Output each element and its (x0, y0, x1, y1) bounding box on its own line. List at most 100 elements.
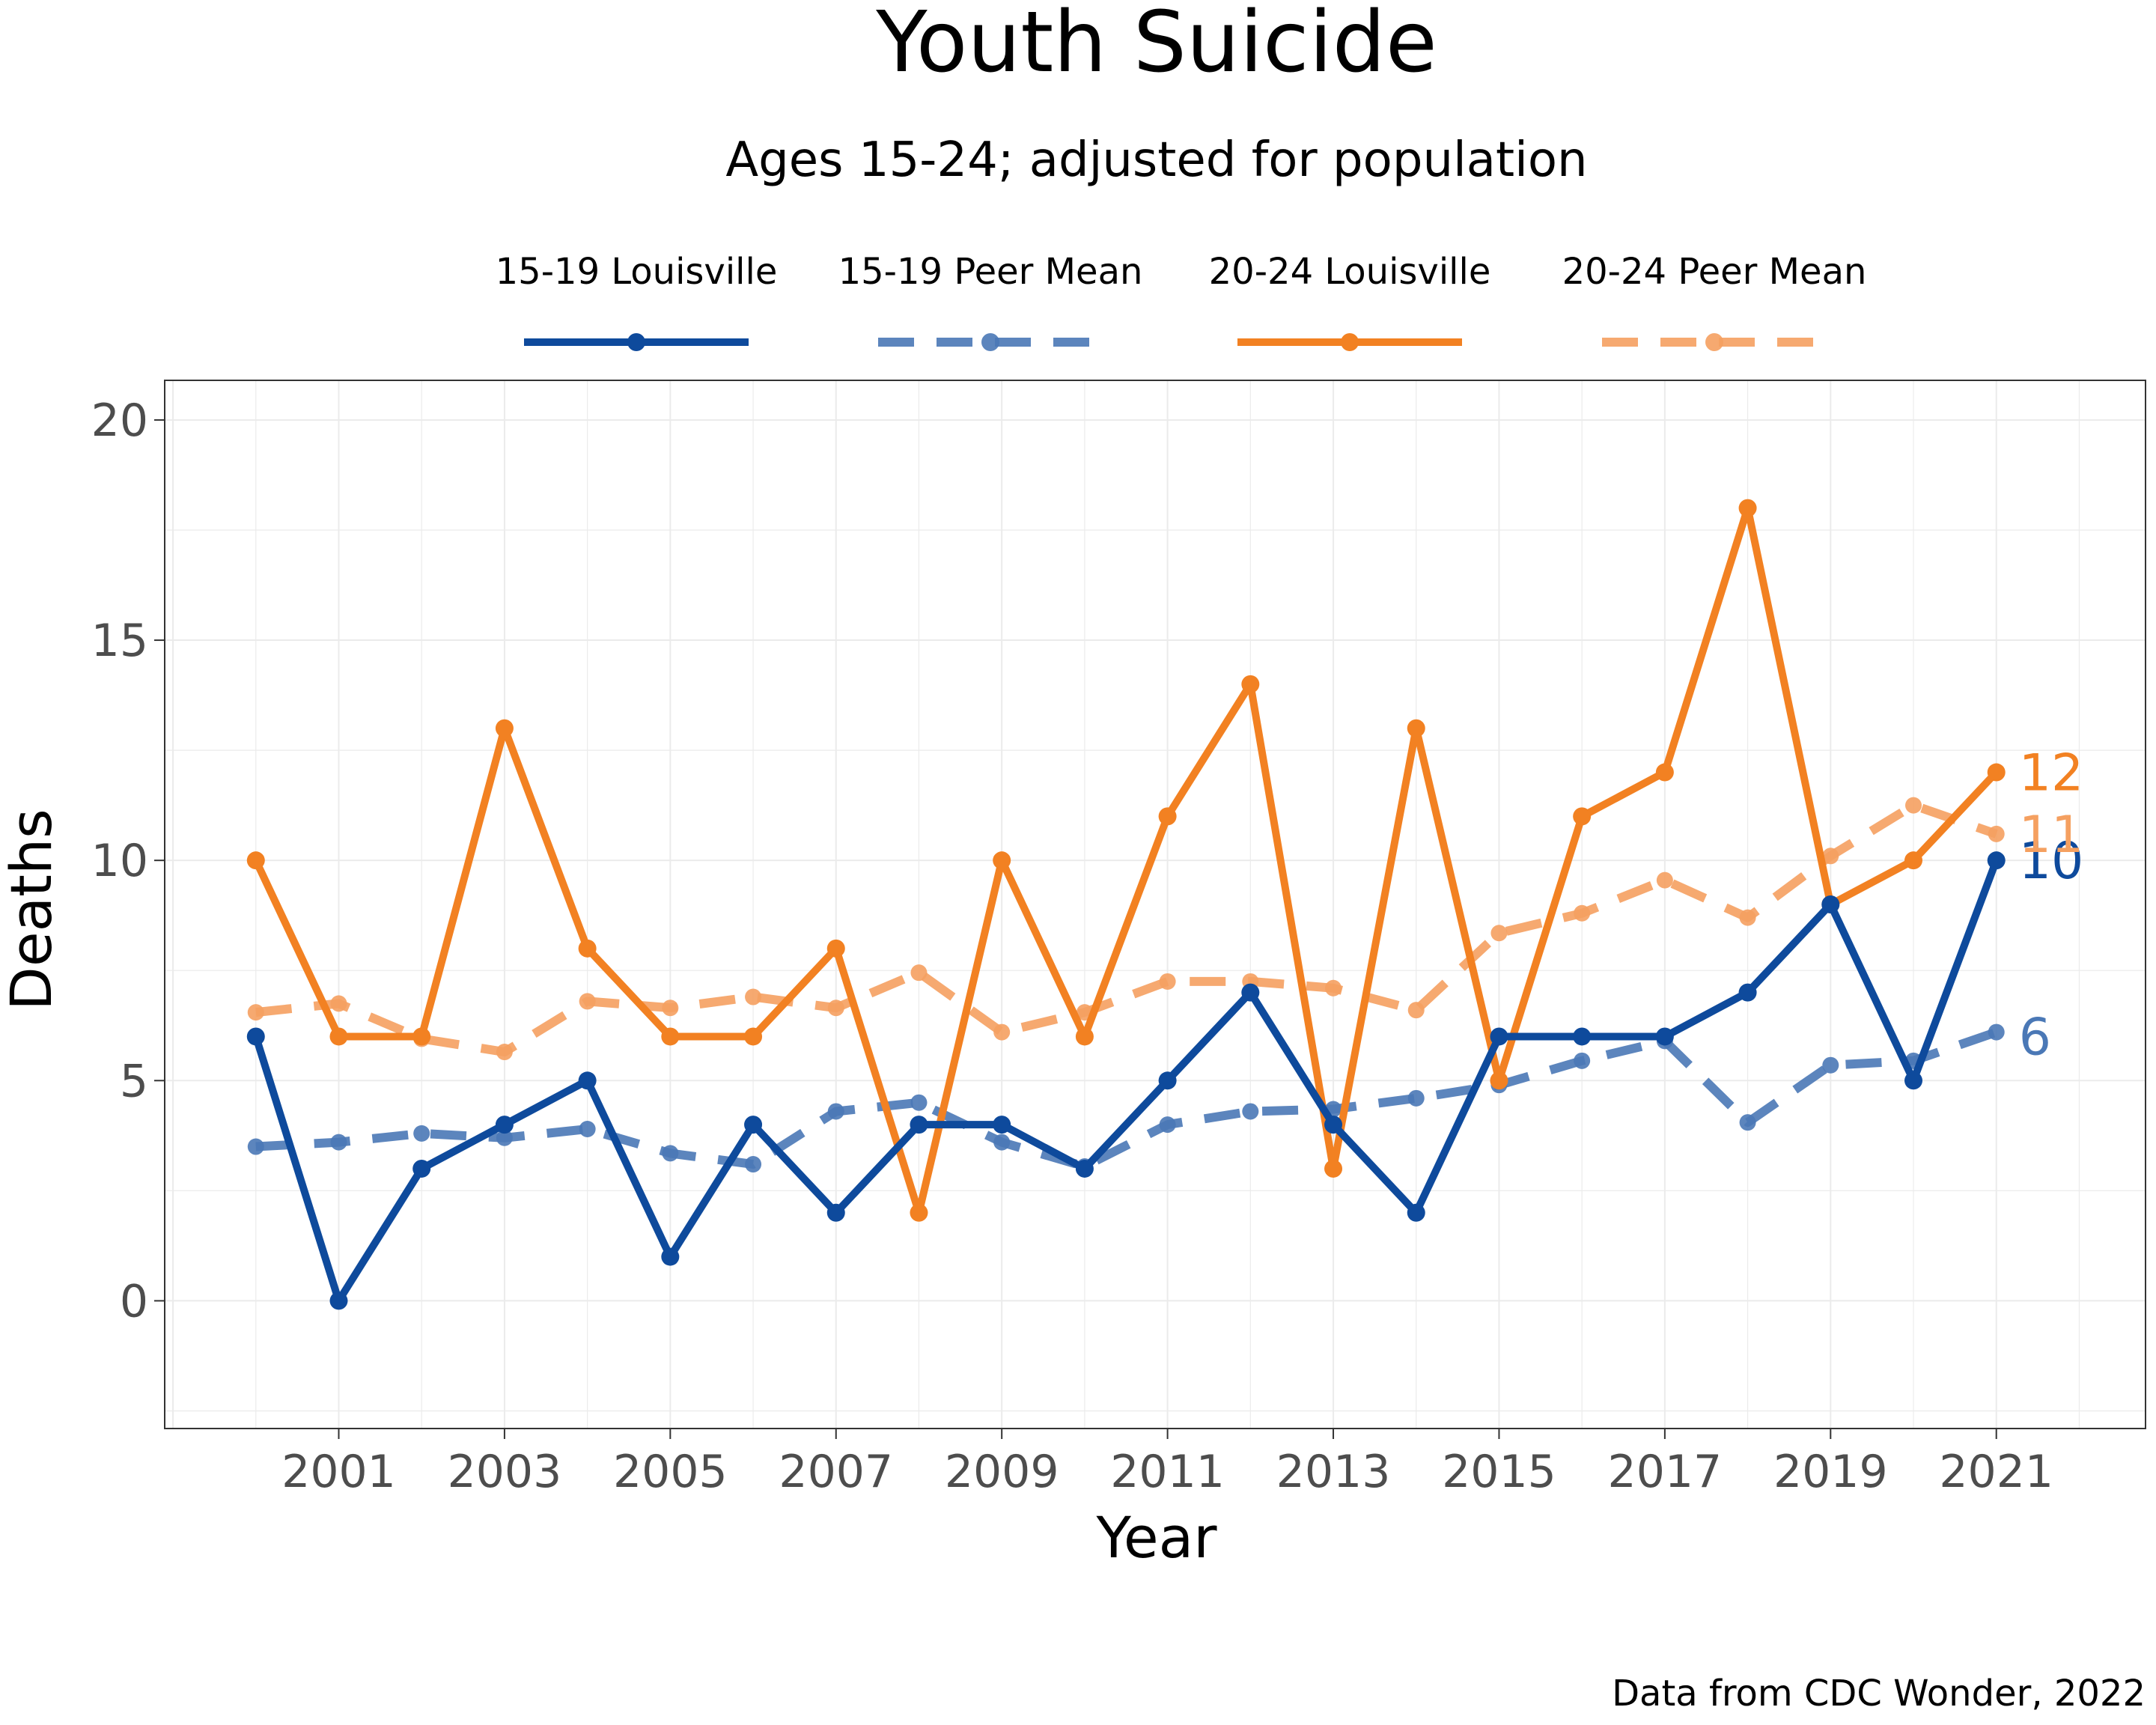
x-tick-label: 2015 (1442, 1446, 1556, 1498)
end-label-20-24-peer-mean: 11 (2019, 806, 2084, 865)
data-point (330, 995, 347, 1012)
plot-border (164, 380, 2146, 1429)
data-point (412, 1027, 431, 1046)
data-point (329, 1027, 348, 1046)
data-point (1407, 1002, 1425, 1019)
data-point (246, 1027, 265, 1046)
data-point (745, 988, 762, 1006)
data-point (578, 1071, 597, 1090)
data-point (1822, 848, 1839, 865)
data-point (496, 1129, 513, 1146)
y-axis-ticks: 0 5 10 15 20 (91, 395, 165, 1327)
legend-item: 20-24 Louisville (1209, 251, 1490, 351)
data-point (1738, 499, 1757, 517)
data-point (330, 1134, 347, 1151)
x-tick-label: 2009 (945, 1446, 1059, 1498)
data-point (1904, 851, 1923, 870)
legend-item: 20-24 Peer Mean (1562, 251, 1867, 351)
data-point (1241, 675, 1260, 693)
data-point (662, 1000, 679, 1017)
data-point (827, 1000, 844, 1017)
data-point (1904, 1071, 1923, 1090)
x-axis-ticks: 2001 2003 2005 2007 2009 2011 2013 2015 2017 2019… (281, 1429, 2053, 1498)
data-point (246, 851, 265, 870)
data-point (329, 1292, 348, 1310)
data-point (1905, 797, 1922, 814)
data-point (661, 1027, 680, 1046)
data-point (1987, 763, 2006, 782)
data-point (495, 1116, 514, 1134)
plot-background (165, 380, 2146, 1429)
legend-key-marker (627, 333, 645, 351)
data-point (1241, 983, 1260, 1002)
data-point (579, 1121, 596, 1137)
data-point (1656, 871, 1673, 889)
data-point (1075, 1159, 1094, 1178)
data-point (413, 1125, 430, 1142)
y-tick-label: 15 (91, 615, 148, 667)
data-point (1822, 1056, 1839, 1074)
data-point (1407, 719, 1425, 737)
data-point (247, 1138, 264, 1155)
data-point (1407, 1089, 1425, 1107)
y-tick-label: 0 (120, 1275, 148, 1327)
data-point (826, 939, 845, 958)
data-point (662, 1145, 679, 1162)
data-point (993, 1134, 1011, 1151)
x-tick-label: 2013 (1276, 1446, 1391, 1498)
legend-item: 15-19 Peer Mean (838, 251, 1142, 351)
gridlines (165, 380, 2146, 1429)
data-point (495, 719, 514, 737)
data-point (1490, 925, 1508, 942)
legend: 15-19 Louisville 15-19 Peer Mean 20-24 Lou… (496, 251, 1867, 351)
x-axis-title: Year (1096, 1504, 1218, 1571)
data-point (993, 1023, 1011, 1041)
data-point (1574, 1052, 1591, 1069)
data-point (1490, 1071, 1508, 1090)
data-point (1988, 825, 2005, 842)
data-point (496, 1044, 513, 1061)
x-tick-label: 2021 (1939, 1446, 2053, 1498)
data-point (661, 1247, 680, 1266)
data-point (745, 1156, 762, 1173)
series-line (252, 857, 2000, 1305)
plot-area (164, 380, 2146, 1429)
data-point (578, 939, 597, 958)
data-point (412, 1159, 431, 1178)
legend-label: 20-24 Peer Mean (1562, 251, 1867, 293)
data-point (1490, 1027, 1508, 1046)
data-point (1987, 851, 2006, 870)
data-point (1655, 763, 1674, 782)
legend-key-marker (981, 333, 999, 351)
x-tick-label: 2017 (1608, 1446, 1723, 1498)
end-label-15-19-peer-mean: 6 (2019, 1008, 2051, 1067)
series-line (255, 800, 1998, 1057)
data-source-caption: Data from CDC Wonder, 2022 (1612, 1673, 2146, 1715)
legend-key-marker (1705, 333, 1723, 351)
data-point (247, 1004, 264, 1021)
data-point (910, 964, 928, 982)
x-tick-label: 2011 (1110, 1446, 1225, 1498)
y-tick-label: 10 (91, 835, 148, 887)
legend-key-marker (1341, 333, 1359, 351)
series-15-19-louisville (246, 851, 2006, 1310)
legend-label: 15-19 Louisville (496, 251, 778, 293)
data-point (1324, 1116, 1343, 1134)
data-point (1574, 904, 1591, 922)
legend-item: 15-19 Louisville (496, 251, 778, 351)
data-point (993, 1116, 1011, 1134)
data-point (1655, 1027, 1674, 1046)
end-label-15-19-louisville: 10 (2019, 832, 2084, 891)
data-point (1573, 1027, 1592, 1046)
series-layer (246, 499, 2006, 1310)
y-tick-label: 20 (91, 395, 148, 447)
data-point (1325, 979, 1342, 997)
data-point (1739, 909, 1756, 926)
x-tick-label: 2007 (779, 1446, 893, 1498)
data-point (1158, 1071, 1177, 1090)
series-line (252, 504, 2000, 1217)
data-point (744, 1027, 763, 1046)
data-point (1573, 807, 1592, 826)
chart-title: Youth Suicide (875, 0, 1437, 91)
